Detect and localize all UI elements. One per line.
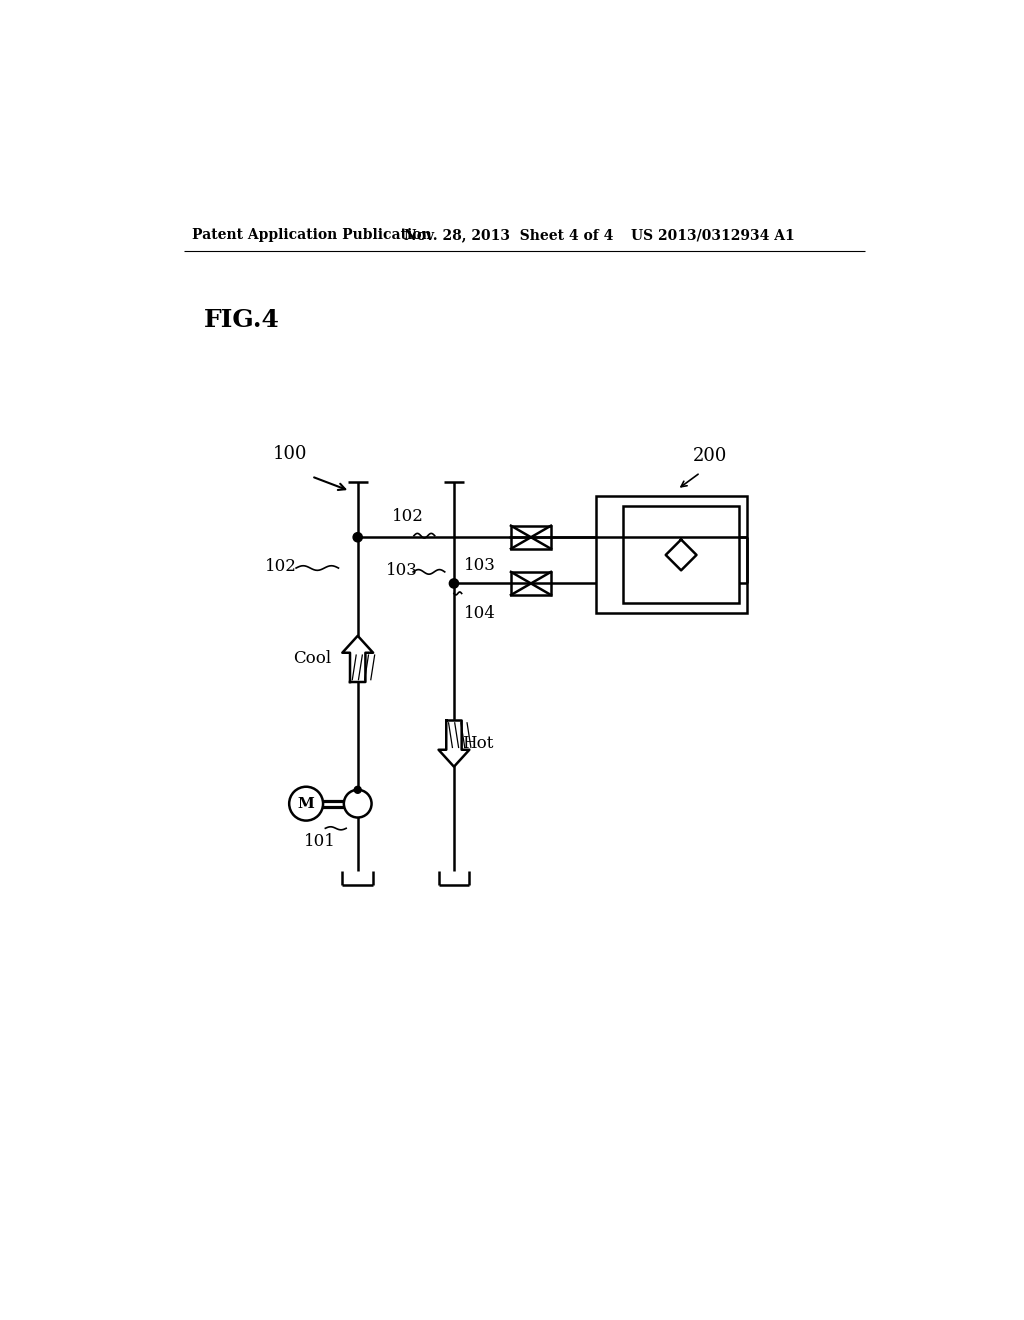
- Text: Cool: Cool: [293, 651, 331, 668]
- Text: 101: 101: [304, 833, 336, 850]
- Bar: [624, 507, 739, 603]
- Polygon shape: [342, 636, 373, 682]
- Circle shape: [289, 787, 323, 821]
- Bar: [511, 525, 551, 549]
- Text: 200: 200: [692, 447, 727, 465]
- Text: 102: 102: [265, 558, 297, 576]
- Text: Patent Application Publication: Patent Application Publication: [193, 228, 432, 243]
- Text: US 2013/0312934 A1: US 2013/0312934 A1: [631, 228, 795, 243]
- Circle shape: [354, 787, 361, 793]
- Text: 103: 103: [464, 557, 496, 574]
- Text: Nov. 28, 2013  Sheet 4 of 4: Nov. 28, 2013 Sheet 4 of 4: [403, 228, 613, 243]
- Circle shape: [450, 578, 459, 589]
- Bar: [596, 496, 746, 612]
- Text: 103: 103: [386, 562, 418, 579]
- Circle shape: [344, 789, 372, 817]
- Text: M: M: [298, 797, 314, 810]
- Circle shape: [353, 532, 362, 543]
- Text: FIG.4: FIG.4: [204, 308, 280, 333]
- Bar: [511, 572, 551, 595]
- Polygon shape: [438, 721, 469, 767]
- Text: Hot: Hot: [462, 735, 493, 752]
- Text: 104: 104: [464, 605, 496, 622]
- Text: 102: 102: [392, 508, 424, 525]
- Text: 100: 100: [273, 445, 307, 462]
